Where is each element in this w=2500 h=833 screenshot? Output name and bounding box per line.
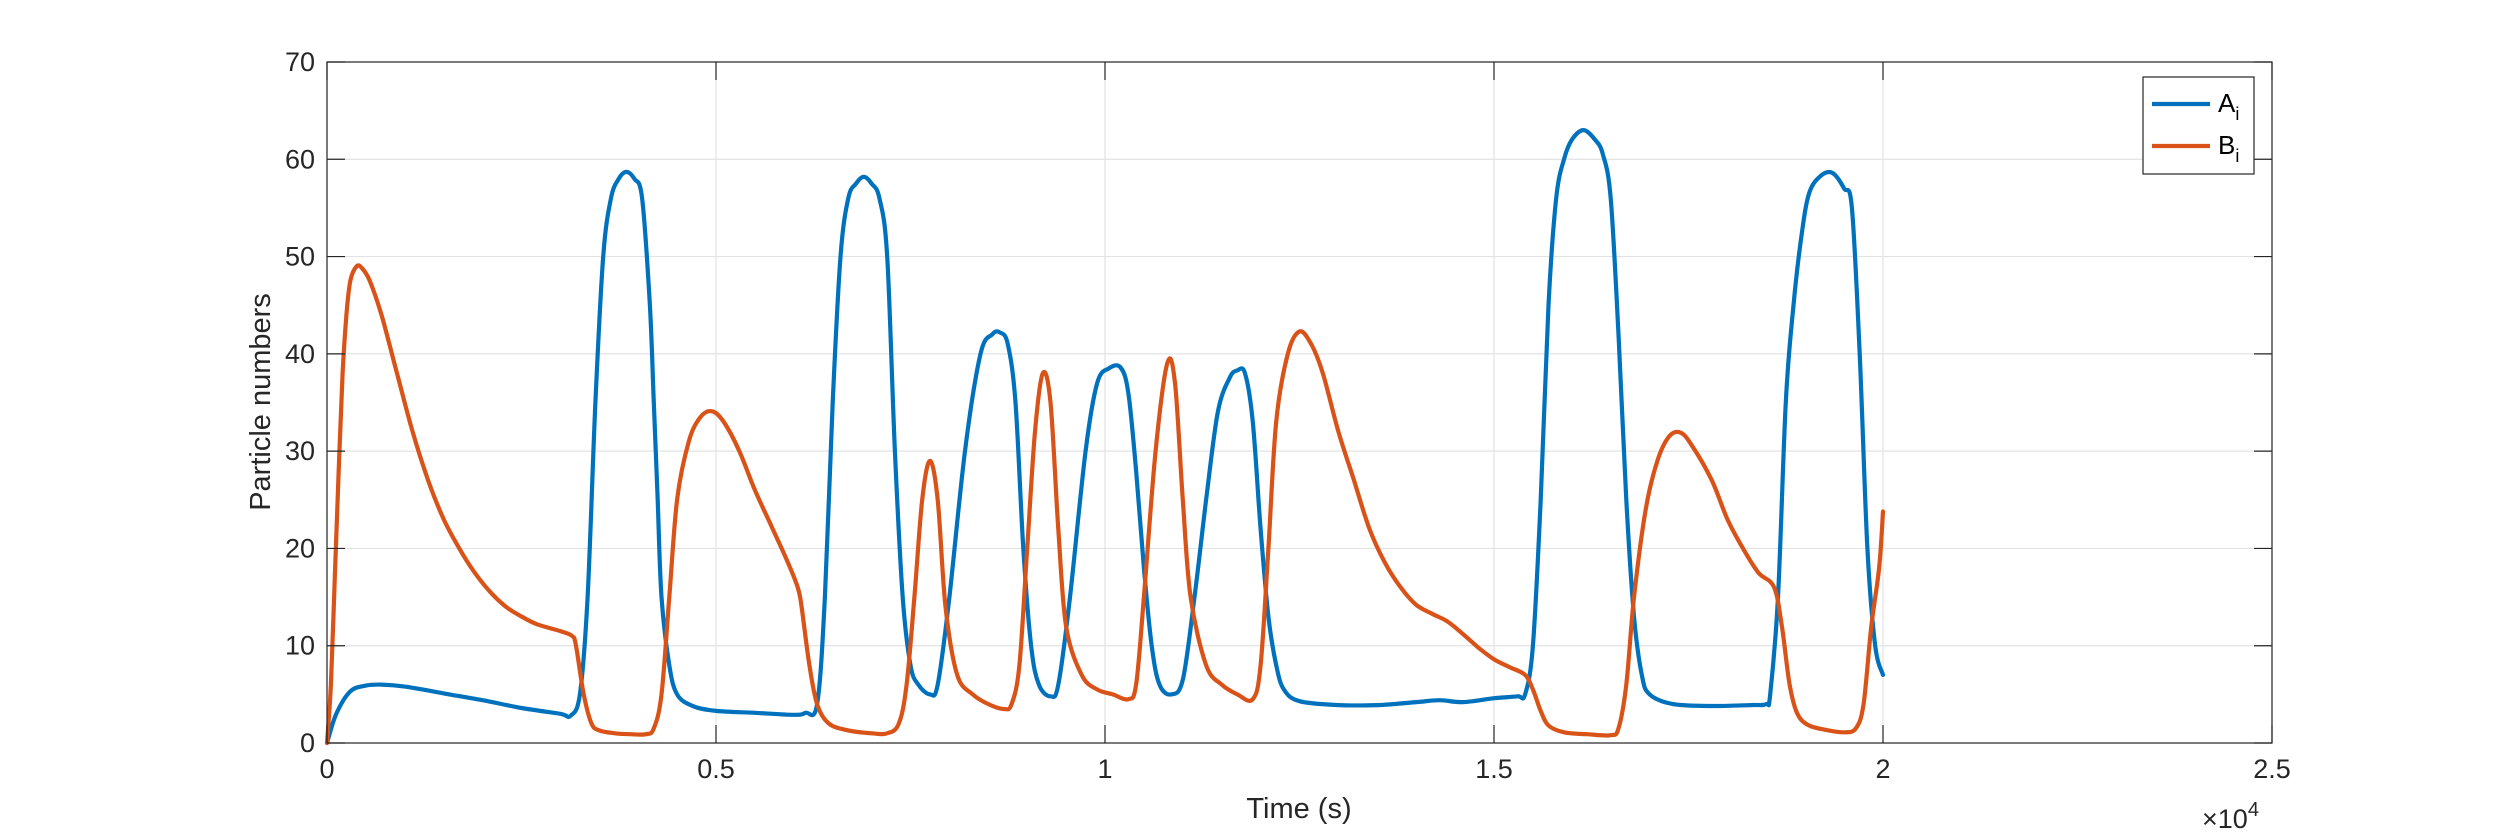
y-tick-label: 0 [300,728,315,758]
y-tick-label: 20 [285,533,315,563]
series-group [324,128,1886,746]
y-tick-label: 50 [285,242,315,272]
x-exponent-label: ×104 [2202,799,2259,833]
x-tick-label: 0 [319,754,334,784]
legend-label-b: Bi [2218,130,2239,166]
ticks [326,61,2273,744]
legend-sub-a: i [2235,104,2239,124]
x-tick-label: 2.5 [2253,754,2291,784]
legend-label-a: Ai [2218,88,2239,124]
x-exponent-base: ×10 [2202,804,2248,833]
x-tick-label: 2 [1875,754,1890,784]
legend-name-b: B [2218,130,2235,160]
x-tick-label: 1.5 [1475,754,1513,784]
series-line-a [324,128,1886,746]
legend-name-a: A [2218,88,2236,118]
tick-labels: 0 0.5 1 1.5 2 2.5 0 10 20 30 40 50 60 70 [285,47,2291,784]
axes-box [326,61,2273,744]
y-axis-label: Particle numbers [245,293,277,511]
x-axis-label: Time (s) [1246,793,1351,825]
legend-box [2142,76,2255,175]
legend: Ai Bi [2142,76,2255,175]
y-tick-label: 30 [285,436,315,466]
x-tick-label: 0.5 [697,754,735,784]
y-tick-label: 70 [285,47,315,77]
y-tick-label: 60 [285,144,315,174]
x-tick-label: 1 [1097,754,1112,784]
y-tick-label: 40 [285,339,315,369]
series-line-b [324,263,1886,746]
plot-area [327,62,2272,743]
legend-sub-b: i [2235,146,2239,166]
x-exponent-power: 4 [2248,799,2259,821]
y-tick-label: 10 [285,631,315,661]
